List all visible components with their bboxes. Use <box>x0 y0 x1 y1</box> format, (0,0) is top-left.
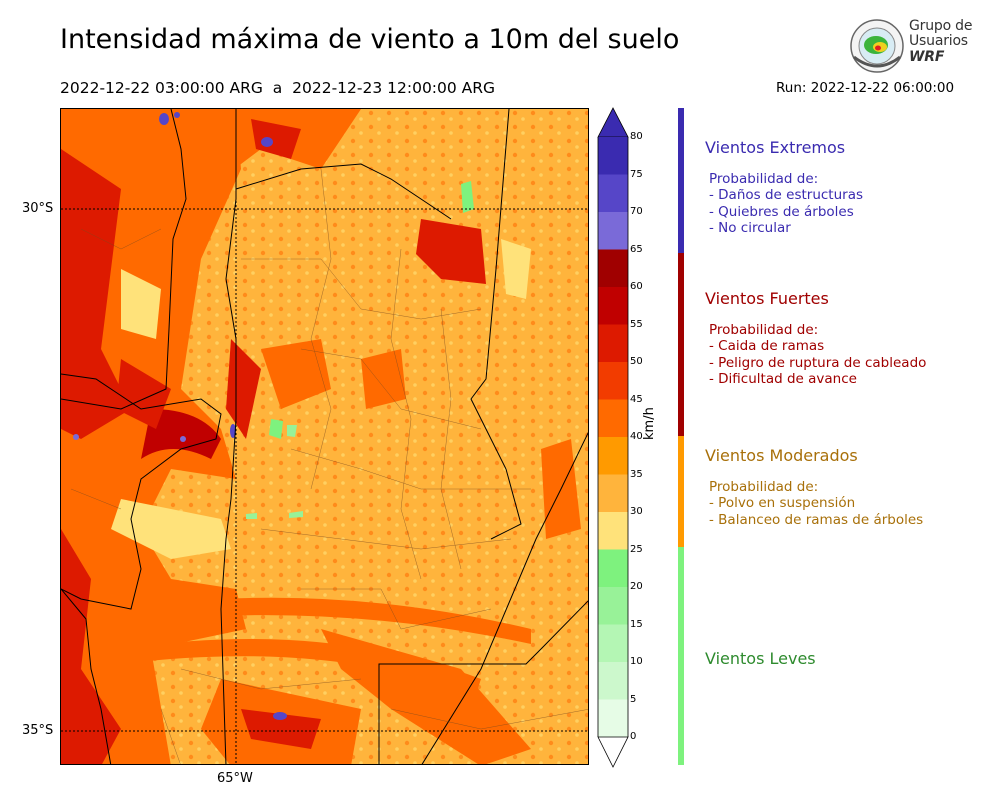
colorbar-extend-max <box>597 107 629 138</box>
department-borders <box>70 168 588 764</box>
colorbar-tick-label: 50 <box>630 356 643 367</box>
colorbar-tick-label: 40 <box>630 431 643 442</box>
colorbar-tick-label: 5 <box>630 693 637 705</box>
category-title: Vientos Extremos <box>705 138 846 157</box>
lat-label-35s: 35°S <box>22 723 54 738</box>
wrf-logo: Grupo de Usuarios WRF <box>848 17 978 75</box>
category-description-line: - Dificultad de avance <box>709 370 857 387</box>
category-band-moderate <box>678 436 684 547</box>
colorbar-swatch <box>598 437 628 475</box>
logo-line-3: WRF <box>909 49 945 65</box>
category-description-line: Probabilidad de: <box>709 479 819 495</box>
colorbar-tick-label: 10 <box>630 656 643 667</box>
calm-wind-zones <box>246 181 474 519</box>
lat-label-30s: 30°S <box>22 201 54 216</box>
logo-line-1: Grupo de <box>909 18 973 34</box>
strong-wind-zones <box>61 109 581 764</box>
colorbar-swatch <box>598 212 628 250</box>
wind-field-plot <box>61 109 588 764</box>
colorbar-tick-label: 0 <box>630 731 637 742</box>
colorbar-swatch <box>598 549 628 588</box>
category-description-line: - Daños de estructuras <box>709 187 864 204</box>
category-description-line: Probabilidad de: <box>709 322 819 338</box>
category-description-line: - Caida de ramas <box>709 338 825 355</box>
category-description-line: - Peligro de ruptura de cableado <box>709 354 927 371</box>
colorbar-extend-min <box>597 736 629 768</box>
category-description: Probabilidad de: - Caida de ramas - Peligr… <box>705 322 995 387</box>
extreme-wind-zones <box>73 112 287 720</box>
colorbar-swatch <box>598 662 628 700</box>
colorbar-tick-label: 45 <box>630 393 643 405</box>
run-time: Run: 2022-12-22 06:00:00 <box>776 80 955 96</box>
colorbar-swatch <box>598 287 628 325</box>
category-description-line: - Balanceo de ramas de árboles <box>709 511 924 528</box>
colorbar-tick-label: 30 <box>630 506 643 517</box>
colorbar-tick-label: 80 <box>630 131 643 142</box>
graticule <box>61 109 588 764</box>
colorbar-tick-label: 15 <box>630 618 643 630</box>
colorbar-swatch <box>598 362 628 400</box>
colorbar-swatch <box>598 587 628 625</box>
category-band-strong <box>678 253 684 436</box>
category-description: Probabilidad de: - Daños de estructuras - … <box>705 171 995 236</box>
colorbar-unit-label: km/h <box>642 407 657 440</box>
country-borders <box>61 109 588 764</box>
colorbar-tick-label: 55 <box>630 318 643 330</box>
category-description-line: Probabilidad de: <box>709 171 819 187</box>
category-title: Vientos Moderados <box>705 446 858 465</box>
colorbar-swatch <box>598 474 628 513</box>
colorbar-swatch <box>598 324 628 363</box>
category-strong: Vientos Fuertes Probabilidad de: - Caida d… <box>705 289 995 387</box>
colorbar-tick-label: 75 <box>630 168 643 180</box>
category-band-extreme <box>678 108 684 253</box>
category-description-line: - No circular <box>709 219 791 236</box>
logo-line-2: Usuarios <box>909 33 968 49</box>
colorbar-swatch <box>598 512 628 550</box>
lon-label-65w: 65°W <box>217 771 253 786</box>
colorbar-swatch <box>598 699 628 738</box>
category-description-line: - Polvo en suspensión <box>709 495 856 512</box>
colorbar-tick-label: 70 <box>630 206 643 217</box>
colorbar-swatch <box>598 624 628 663</box>
colorbar-tick-label: 20 <box>630 581 643 592</box>
colorbar-swatch <box>598 249 628 288</box>
category-title: Vientos Leves <box>705 649 816 668</box>
colorbar-swatch <box>598 137 628 175</box>
wind-map <box>60 108 589 765</box>
category-band-light <box>678 547 684 765</box>
colorbar-swatch <box>598 399 628 438</box>
colorbar-tick-label: 60 <box>630 281 643 292</box>
colorbar-tick-label: 65 <box>630 243 643 255</box>
category-description-line: - Quiebres de árboles <box>709 203 854 220</box>
category-moderate: Vientos Moderados Probabilidad de: - Polvo… <box>705 446 995 528</box>
colorbar-tick-label: 35 <box>630 468 643 480</box>
globe-icon <box>850 19 904 73</box>
category-description: Probabilidad de: - Polvo en suspensión - B… <box>705 479 995 528</box>
category-light: Vientos Leves <box>705 649 995 668</box>
forecast-period: 2022-12-22 03:00:00 ARG a 2022-12-23 12:… <box>60 79 496 97</box>
colorbar-tick-label: 25 <box>630 543 643 555</box>
page-title: Intensidad máxima de viento a 10m del su… <box>60 24 680 55</box>
colorbar-swatch <box>598 174 628 213</box>
category-extreme: Vientos Extremos Probabilidad de: - Daños … <box>705 138 995 236</box>
colorbar <box>597 107 629 768</box>
category-title: Vientos Fuertes <box>705 289 829 308</box>
